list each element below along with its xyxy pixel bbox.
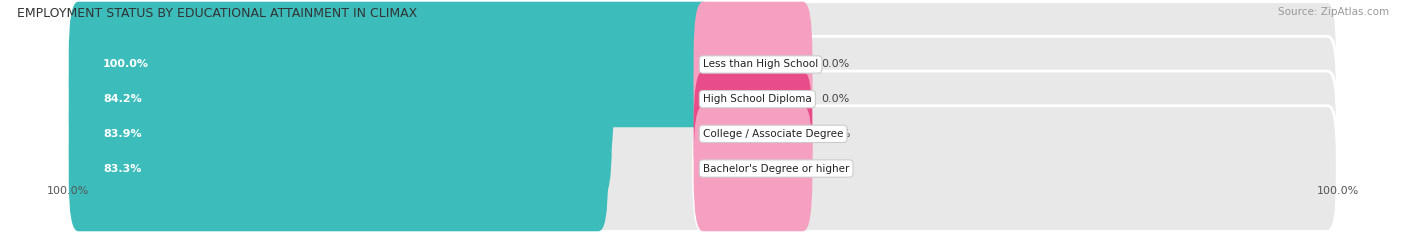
FancyBboxPatch shape [69, 106, 607, 231]
FancyBboxPatch shape [693, 2, 813, 127]
Text: 84.2%: 84.2% [103, 94, 142, 104]
FancyBboxPatch shape [69, 106, 713, 231]
FancyBboxPatch shape [693, 36, 813, 162]
FancyBboxPatch shape [693, 106, 1337, 231]
FancyBboxPatch shape [69, 36, 713, 162]
Text: Bachelor's Degree or higher: Bachelor's Degree or higher [703, 164, 849, 174]
FancyBboxPatch shape [69, 71, 713, 197]
FancyBboxPatch shape [693, 106, 813, 231]
FancyBboxPatch shape [693, 36, 1337, 162]
Text: 0.0%: 0.0% [821, 59, 851, 69]
FancyBboxPatch shape [693, 71, 813, 197]
Text: 3.8%: 3.8% [821, 129, 851, 139]
FancyBboxPatch shape [69, 71, 612, 197]
Text: Less than High School: Less than High School [703, 59, 818, 69]
FancyBboxPatch shape [69, 36, 613, 162]
Text: 100.0%: 100.0% [103, 59, 149, 69]
Text: 100.0%: 100.0% [1317, 186, 1360, 196]
FancyBboxPatch shape [693, 2, 1337, 127]
Text: College / Associate Degree: College / Associate Degree [703, 129, 844, 139]
Text: EMPLOYMENT STATUS BY EDUCATIONAL ATTAINMENT IN CLIMAX: EMPLOYMENT STATUS BY EDUCATIONAL ATTAINM… [17, 7, 418, 20]
FancyBboxPatch shape [69, 2, 713, 127]
Text: 83.3%: 83.3% [103, 164, 142, 174]
Text: 83.9%: 83.9% [103, 129, 142, 139]
FancyBboxPatch shape [693, 71, 1337, 197]
Text: High School Diploma: High School Diploma [703, 94, 811, 104]
Text: Source: ZipAtlas.com: Source: ZipAtlas.com [1278, 7, 1389, 17]
FancyBboxPatch shape [69, 2, 713, 127]
Text: 0.0%: 0.0% [821, 164, 851, 174]
Text: 100.0%: 100.0% [46, 186, 89, 196]
Text: 0.0%: 0.0% [821, 94, 851, 104]
